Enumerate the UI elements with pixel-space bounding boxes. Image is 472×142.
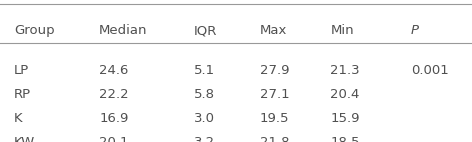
Text: P: P: [411, 24, 419, 37]
Text: 21.3: 21.3: [330, 64, 360, 77]
Text: 15.9: 15.9: [330, 112, 360, 125]
Text: 5.1: 5.1: [194, 64, 215, 77]
Text: 22.2: 22.2: [99, 88, 129, 101]
Text: 5.8: 5.8: [194, 88, 214, 101]
Text: IQR: IQR: [194, 24, 217, 37]
Text: 19.5: 19.5: [260, 112, 289, 125]
Text: 27.1: 27.1: [260, 88, 289, 101]
Text: 0.001: 0.001: [411, 64, 448, 77]
Text: 16.9: 16.9: [99, 112, 128, 125]
Text: Median: Median: [99, 24, 148, 37]
Text: RP: RP: [14, 88, 31, 101]
Text: 3.0: 3.0: [194, 112, 214, 125]
Text: 3.2: 3.2: [194, 136, 215, 142]
Text: KW: KW: [14, 136, 35, 142]
Text: 27.9: 27.9: [260, 64, 289, 77]
Text: 18.5: 18.5: [330, 136, 360, 142]
Text: 20.1: 20.1: [99, 136, 128, 142]
Text: LP: LP: [14, 64, 29, 77]
Text: Max: Max: [260, 24, 287, 37]
Text: 24.6: 24.6: [99, 64, 128, 77]
Text: K: K: [14, 112, 23, 125]
Text: 20.4: 20.4: [330, 88, 360, 101]
Text: Group: Group: [14, 24, 55, 37]
Text: Min: Min: [330, 24, 354, 37]
Text: 21.8: 21.8: [260, 136, 289, 142]
